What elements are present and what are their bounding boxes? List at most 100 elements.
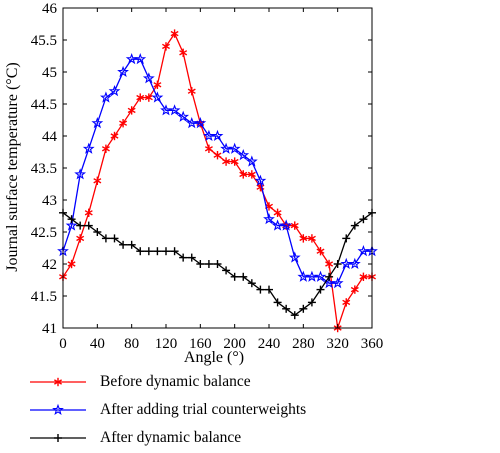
series-0-point [170,29,179,38]
legend-item-after: After dynamic balance [28,424,468,452]
series-1-point [134,52,147,65]
series-1-point [74,168,87,180]
series-0-point [359,272,368,281]
legend-label-after: After dynamic balance [100,429,242,446]
series-0-point [342,298,351,307]
series-0-point [162,42,170,51]
y-tick-label: 41.5 [31,289,57,305]
series-2-point [127,240,136,249]
series-1-point [142,72,155,84]
series-2-point [350,221,359,230]
x-tick-label: 200 [223,336,246,352]
legend-item-before: Before dynamic balance [28,368,468,396]
y-tick-label: 44.5 [31,97,57,113]
x-tick-label: 320 [326,336,349,352]
series-2-point [213,260,222,268]
x-tick-label: 280 [292,336,315,352]
series-1-point [263,212,275,225]
y-tick-label: 42 [42,257,57,273]
x-axis-label: Angle (°) [184,349,244,366]
series-0-point [93,176,102,185]
legend-item-trial: After adding trial counterweights [28,396,468,424]
series-0-point [222,157,231,166]
series-1-point [348,257,361,270]
series-0-point [213,151,222,160]
series-1-point [288,251,301,263]
legend-label-trial: After adding trial counterweights [100,401,307,418]
series-1-point [168,104,181,116]
series-1-point [108,84,121,97]
series-2-point [84,221,93,230]
series-1-point [237,148,250,161]
series-2-point [101,234,110,243]
series-0-point [67,259,76,269]
series-1-point [91,116,104,129]
series-2-point [256,285,265,294]
series-0-point [127,106,136,115]
y-tick-label: 42.5 [31,225,57,241]
series-2-point [359,215,368,224]
x-tick-label: 0 [59,336,67,352]
y-tick-label: 45 [42,65,57,81]
series-1-point [151,91,164,103]
series-1-point [211,129,224,142]
series-2-point [110,234,119,243]
series-2-point [153,247,162,256]
series-1-point [280,219,293,231]
series-0-point [239,170,248,179]
x-tick-label: 80 [124,336,139,352]
series-line-0 [62,32,372,329]
series-2-point [230,272,239,281]
x-tick-label: 120 [155,336,178,352]
series-1-point [314,270,327,282]
series-2-point [239,272,248,281]
series-0-point [273,208,282,217]
legend-key-marker [52,403,64,416]
series-0-point [290,221,299,230]
legend-key-before [30,377,86,387]
series-2-point [76,221,85,230]
series-1-point [245,155,258,167]
series-0-point [316,247,325,256]
series-0-point [247,170,256,179]
series-2-point [265,285,273,294]
series-1-point [117,65,129,78]
series-0-point [144,93,153,102]
y-tick-label: 44 [42,129,58,145]
series-0-point [76,234,85,243]
series-2-point [162,247,170,256]
series-1-point [177,110,190,122]
series-1-point [228,142,241,154]
series-2-point [204,260,213,268]
y-tick-label: 45.5 [31,33,57,49]
series-1-point [65,219,78,231]
series-0-point [230,157,239,166]
series-0-point [110,131,119,141]
series-2-point [247,279,256,288]
series-2-point [136,247,145,256]
series-0-point [119,119,128,128]
y-tick-label: 46 [42,1,58,17]
x-tick-label: 40 [90,336,105,352]
series-2-point [144,247,153,256]
series-2-point [342,234,351,243]
y-axis-label: Journal surface temperature (°C) [4,62,21,271]
series-2-point [307,298,316,307]
series-1-point [194,116,207,129]
legend: Before dynamic balance After adding tria… [28,368,468,452]
legend-key-marker [54,377,62,387]
series-1-point [82,142,95,154]
series-0-point [101,144,110,153]
series-line-1 [62,58,372,284]
series-2-point [290,311,299,320]
series-2-point [299,304,308,313]
series-0-point [325,259,334,269]
y-tick-label: 43.5 [31,161,57,177]
series-2-point [282,304,291,313]
series-2-point [316,285,325,294]
series-2-point [187,253,196,262]
series-2-point [67,215,76,224]
series-1-point [254,174,267,186]
x-tick-label: 240 [258,336,281,352]
